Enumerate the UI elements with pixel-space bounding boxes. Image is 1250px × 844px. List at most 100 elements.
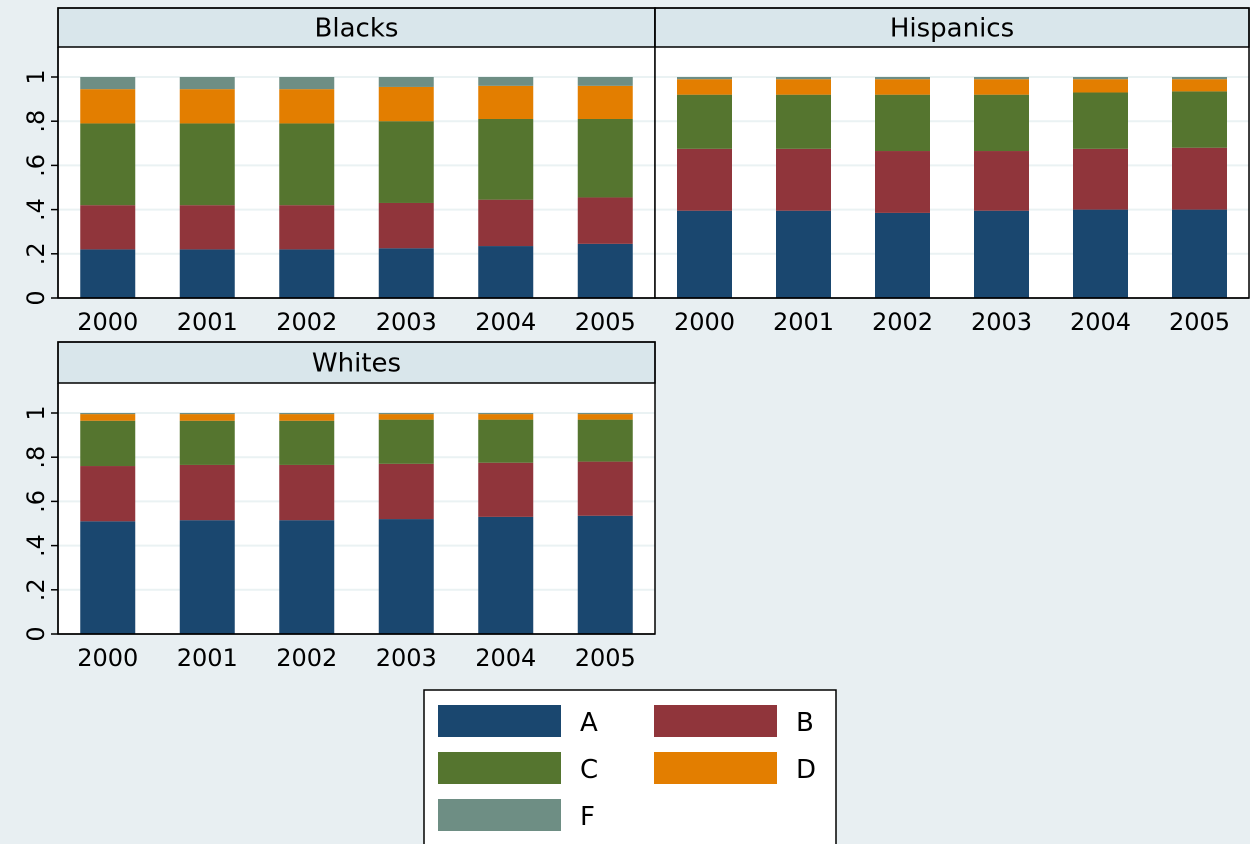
x-tick-label: 2003 <box>971 308 1032 336</box>
title-strip <box>57 7 656 48</box>
legend: A B C D F <box>423 689 837 844</box>
y-tick-label: 1 <box>22 69 50 84</box>
bar-c-2001 <box>776 94 831 149</box>
legend-swatch-d <box>654 752 777 784</box>
bar-a-2002 <box>875 212 930 298</box>
bar-f-2000 <box>80 77 136 90</box>
x-tick-label: 2001 <box>177 644 238 672</box>
bar-a-2003 <box>974 210 1029 298</box>
y-tick-label: 0 <box>22 626 50 641</box>
legend-swatch-c <box>438 752 561 784</box>
bar-d-2001 <box>179 414 235 421</box>
y-tick-label: .6 <box>22 154 50 177</box>
x-tick-label: 2003 <box>376 644 437 672</box>
bar-c-2003 <box>974 94 1029 152</box>
legend-label-f: F <box>580 802 595 832</box>
bar-b-2003 <box>378 202 434 249</box>
bar-d-2001 <box>776 79 831 95</box>
panel-title: Hispanics <box>890 14 1014 44</box>
bar-a-2000 <box>80 249 136 298</box>
bar-a-2005 <box>1172 209 1227 298</box>
bar-d-2000 <box>677 79 732 95</box>
bar-a-2005 <box>577 243 633 298</box>
x-tick-label: 2000 <box>674 308 735 336</box>
bar-c-2005 <box>1172 91 1227 148</box>
y-tick-label: .4 <box>22 198 50 221</box>
y-tick-label: 1 <box>22 405 50 420</box>
x-tick-label: 2005 <box>575 644 636 672</box>
legend-swatch-a <box>438 705 561 737</box>
bar-a-2000 <box>677 210 732 298</box>
bar-a-2001 <box>776 210 831 298</box>
bar-f-2003 <box>974 77 1029 80</box>
x-tick-label: 2004 <box>475 308 536 336</box>
bar-b-2003 <box>378 463 434 520</box>
legend-label-b: B <box>796 708 814 738</box>
bar-a-2000 <box>80 521 136 634</box>
bar-c-2003 <box>378 419 434 464</box>
title-strip <box>654 7 1250 48</box>
bar-c-2000 <box>677 94 732 149</box>
bar-d-2005 <box>1172 79 1227 92</box>
y-tick-label: .2 <box>22 578 50 601</box>
panel-title: Whites <box>312 349 401 379</box>
bar-a-2001 <box>179 249 235 298</box>
bar-d-2005 <box>577 85 633 119</box>
panel-title: Blacks <box>315 14 399 44</box>
x-tick-label: 2002 <box>872 308 933 336</box>
bar-b-2001 <box>179 205 235 250</box>
bar-d-2002 <box>279 89 335 124</box>
bar-f-2001 <box>179 77 235 90</box>
bar-c-2004 <box>478 419 534 463</box>
bar-d-2000 <box>80 414 136 421</box>
x-tick-label: 2000 <box>77 308 138 336</box>
bar-b-2005 <box>577 197 633 244</box>
bar-f-2003 <box>378 413 434 415</box>
bar-f-2004 <box>478 77 534 86</box>
legend-label-d: D <box>796 755 816 785</box>
x-tick-label: 2004 <box>1070 308 1131 336</box>
bar-b-2004 <box>478 199 534 247</box>
bar-c-2002 <box>875 94 930 152</box>
bar-b-2004 <box>478 462 534 517</box>
bar-d-2002 <box>279 414 335 421</box>
legend-label-a: A <box>580 708 598 738</box>
bar-a-2001 <box>179 520 235 634</box>
bar-c-2001 <box>179 123 235 206</box>
bar-f-2002 <box>279 413 335 415</box>
plot-area <box>655 47 1249 298</box>
legend-swatch-f <box>438 799 561 831</box>
bar-b-2000 <box>80 466 136 522</box>
bar-a-2002 <box>279 520 335 634</box>
bar-b-2005 <box>577 461 633 516</box>
bar-c-2002 <box>279 420 335 465</box>
x-tick-label: 2000 <box>77 644 138 672</box>
panel-whites: 2000 2001 2002 2003 2004 2005 Whites 0 .2 .4 .6 .8 1 <box>22 341 656 672</box>
y-tick-label: .4 <box>22 534 50 557</box>
bar-b-2002 <box>875 151 930 213</box>
bar-d-2003 <box>378 414 434 420</box>
x-tick-label: 2004 <box>475 644 536 672</box>
bar-c-2000 <box>80 420 136 467</box>
y-tick-label: .2 <box>22 242 50 265</box>
bar-f-2004 <box>1073 77 1128 80</box>
x-tick-label: 2001 <box>177 308 238 336</box>
bar-b-2000 <box>677 148 732 211</box>
bar-f-2005 <box>577 77 633 86</box>
bar-b-2000 <box>80 205 136 250</box>
bar-c-2002 <box>279 123 335 206</box>
bar-a-2002 <box>279 249 335 298</box>
bar-f-2001 <box>776 77 831 80</box>
panel-hispanics: 2000 2001 2002 2003 2004 2005 Hispanics <box>654 7 1250 336</box>
bar-f-2001 <box>179 413 235 415</box>
bar-d-2000 <box>80 89 136 124</box>
bar-f-2005 <box>577 413 633 415</box>
bar-a-2004 <box>1073 209 1128 298</box>
y-tick-label: .6 <box>22 490 50 513</box>
plot-area <box>58 47 655 298</box>
y-tick-label: 0 <box>22 290 50 305</box>
bar-c-2004 <box>478 118 534 200</box>
bar-c-2001 <box>179 420 235 465</box>
bar-a-2004 <box>478 516 534 634</box>
y-tick-label: .8 <box>22 446 50 469</box>
